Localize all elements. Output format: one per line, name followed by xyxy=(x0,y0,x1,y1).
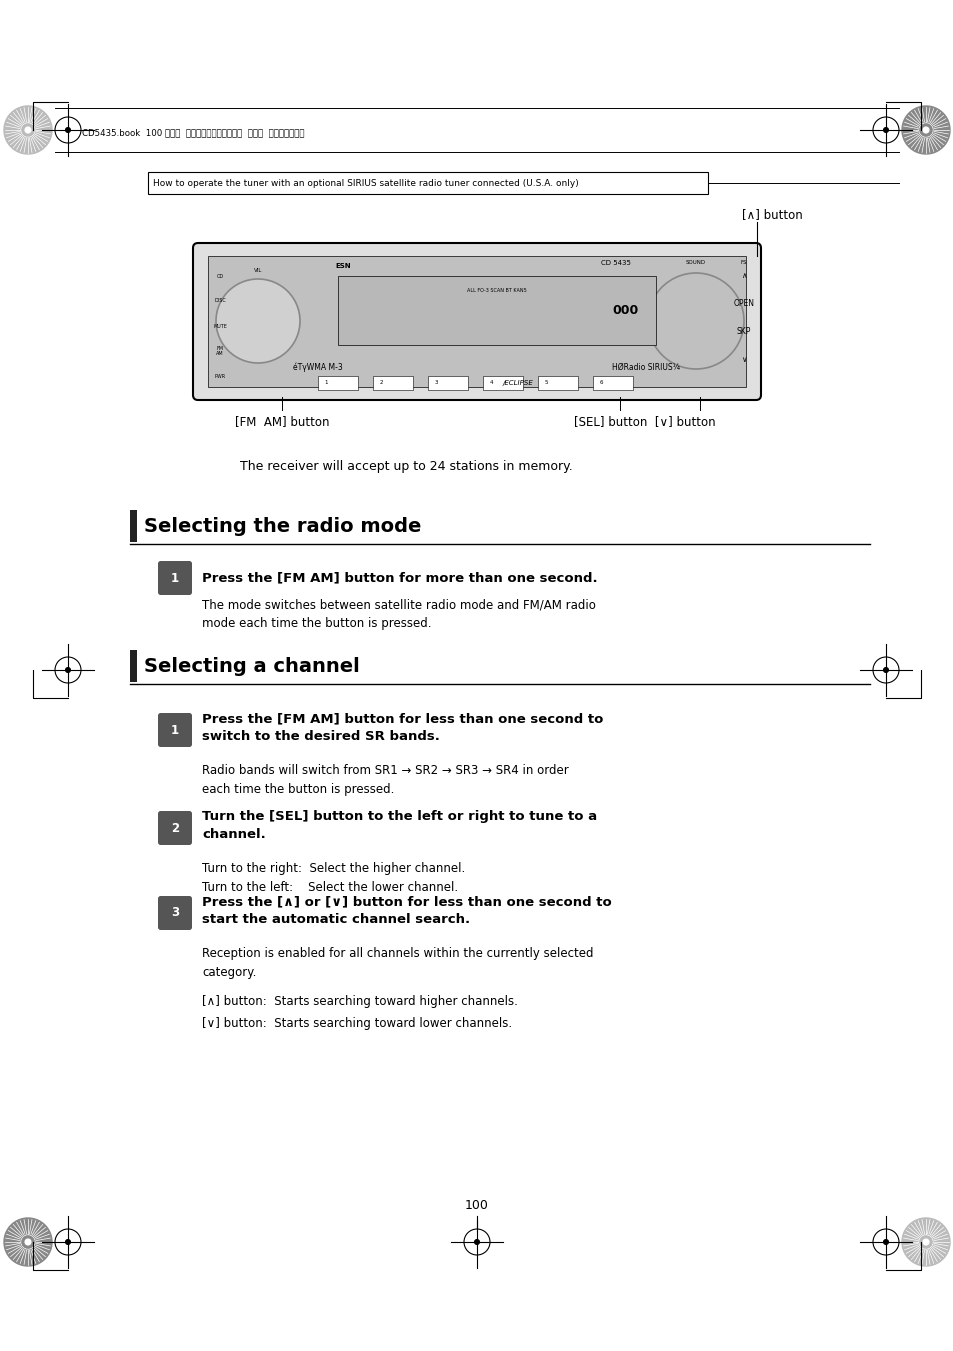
Text: 1: 1 xyxy=(171,724,179,736)
Text: ESN: ESN xyxy=(335,263,351,269)
Circle shape xyxy=(918,1235,932,1250)
Text: Selecting a channel: Selecting a channel xyxy=(144,657,359,676)
Bar xyxy=(208,255,745,386)
Text: The receiver will accept up to 24 stations in memory.: The receiver will accept up to 24 statio… xyxy=(240,459,572,473)
Text: éTγWMA M-3: éTγWMA M-3 xyxy=(293,362,342,372)
Text: [FM  AM] button: [FM AM] button xyxy=(234,415,329,428)
Circle shape xyxy=(923,1239,928,1244)
Bar xyxy=(373,376,413,390)
Text: 5: 5 xyxy=(543,381,547,385)
Text: [SEL] button  [∨] button: [SEL] button [∨] button xyxy=(574,415,715,428)
Circle shape xyxy=(923,127,928,132)
FancyBboxPatch shape xyxy=(158,812,192,844)
Text: 2: 2 xyxy=(171,821,179,835)
Text: 100: 100 xyxy=(464,1198,489,1212)
Circle shape xyxy=(66,667,71,673)
Text: FS: FS xyxy=(740,261,746,266)
Text: 6: 6 xyxy=(598,381,602,385)
Bar xyxy=(337,276,656,345)
Text: 2: 2 xyxy=(379,381,382,385)
Circle shape xyxy=(882,127,887,132)
Text: Turn to the right:  Select the higher channel.
Turn to the left:    Select the l: Turn to the right: Select the higher cha… xyxy=(202,862,465,894)
Text: CD: CD xyxy=(216,273,223,278)
Text: [∨] button:  Starts searching toward lower channels.: [∨] button: Starts searching toward lowe… xyxy=(202,1017,512,1029)
Text: ∨: ∨ xyxy=(740,355,746,365)
Circle shape xyxy=(647,273,743,369)
Bar xyxy=(317,376,357,390)
Circle shape xyxy=(66,127,71,132)
Text: Press the [FM AM] button for more than one second.: Press the [FM AM] button for more than o… xyxy=(202,571,597,585)
FancyBboxPatch shape xyxy=(158,562,192,594)
Bar xyxy=(130,650,137,682)
Circle shape xyxy=(66,1240,71,1244)
Bar xyxy=(428,376,468,390)
Text: The mode switches between satellite radio mode and FM/AM radio
mode each time th: The mode switches between satellite radi… xyxy=(202,598,596,630)
Text: /ECLIPSE: /ECLIPSE xyxy=(502,380,533,386)
Text: DISC: DISC xyxy=(213,299,226,304)
Text: 4: 4 xyxy=(489,381,493,385)
Text: CD5435.book  100 ページ  ２００４年１２月１１日  土曜日  午後５時２９分: CD5435.book 100 ページ ２００４年１２月１１日 土曜日 午後５時… xyxy=(82,128,304,138)
Text: 1: 1 xyxy=(324,381,328,385)
Text: Press the [∧] or [∨] button for less than one second to
start the automatic chan: Press the [∧] or [∨] button for less tha… xyxy=(202,894,611,925)
Text: How to operate the tuner with an optional SIRIUS satellite radio tuner connected: How to operate the tuner with an optiona… xyxy=(152,178,578,188)
Text: Turn the [SEL] button to the left or right to tune to a
channel.: Turn the [SEL] button to the left or rig… xyxy=(202,811,597,842)
Text: Radio bands will switch from SR1 → SR2 → SR3 → SR4 in order
each time the button: Radio bands will switch from SR1 → SR2 →… xyxy=(202,765,568,796)
Text: ALL FO-3 SCAN BT KAN5: ALL FO-3 SCAN BT KAN5 xyxy=(467,289,526,293)
Text: 000: 000 xyxy=(612,304,639,316)
Text: PWR: PWR xyxy=(214,373,225,378)
Polygon shape xyxy=(4,105,52,154)
FancyBboxPatch shape xyxy=(158,897,192,929)
FancyBboxPatch shape xyxy=(193,243,760,400)
Polygon shape xyxy=(901,105,949,154)
Bar xyxy=(148,172,707,195)
Circle shape xyxy=(882,1240,887,1244)
Circle shape xyxy=(215,280,299,363)
Circle shape xyxy=(918,123,932,138)
Text: SKP: SKP xyxy=(736,327,750,336)
Text: SOUND: SOUND xyxy=(685,261,705,266)
FancyBboxPatch shape xyxy=(158,713,192,746)
Text: 1: 1 xyxy=(171,571,179,585)
Circle shape xyxy=(475,1240,478,1244)
Polygon shape xyxy=(901,1219,949,1266)
Text: Selecting the radio mode: Selecting the radio mode xyxy=(144,516,421,535)
Text: OPEN: OPEN xyxy=(733,300,754,308)
Text: 3: 3 xyxy=(171,907,179,920)
Text: 3: 3 xyxy=(434,381,437,385)
Text: VIL: VIL xyxy=(253,267,262,273)
Text: FM
AM: FM AM xyxy=(216,346,224,357)
Circle shape xyxy=(882,667,887,673)
Text: HØRadio SIRIUS¼: HØRadio SIRIUS¼ xyxy=(612,362,679,372)
Text: MUTE: MUTE xyxy=(213,323,227,328)
Bar xyxy=(482,376,522,390)
Text: Press the [FM AM] button for less than one second to
switch to the desired SR ba: Press the [FM AM] button for less than o… xyxy=(202,712,602,743)
Text: [∧] button: [∧] button xyxy=(741,208,801,222)
Text: ∧: ∧ xyxy=(740,272,746,281)
Bar xyxy=(537,376,578,390)
Text: [∧] button:  Starts searching toward higher channels.: [∧] button: Starts searching toward high… xyxy=(202,994,517,1008)
Circle shape xyxy=(25,1239,30,1244)
Text: CD 5435: CD 5435 xyxy=(600,259,630,266)
Circle shape xyxy=(25,127,30,132)
Circle shape xyxy=(21,1235,35,1250)
Circle shape xyxy=(21,123,35,138)
Text: Reception is enabled for all channels within the currently selected
category.: Reception is enabled for all channels wi… xyxy=(202,947,593,979)
Bar xyxy=(130,509,137,542)
Polygon shape xyxy=(4,1219,52,1266)
Bar xyxy=(593,376,633,390)
